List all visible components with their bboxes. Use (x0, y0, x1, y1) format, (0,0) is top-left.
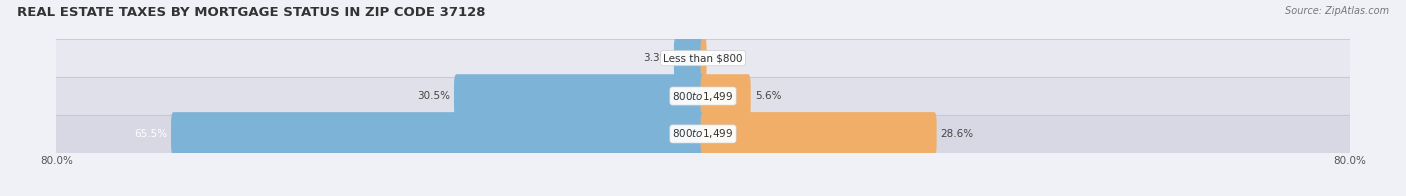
Text: Source: ZipAtlas.com: Source: ZipAtlas.com (1285, 6, 1389, 16)
Text: 28.6%: 28.6% (941, 129, 974, 139)
Text: $800 to $1,499: $800 to $1,499 (672, 127, 734, 140)
Bar (56, 115, 1350, 153)
Text: 0.14%: 0.14% (710, 53, 744, 63)
Text: $800 to $1,499: $800 to $1,499 (672, 90, 734, 103)
Text: 3.3%: 3.3% (644, 53, 669, 63)
FancyBboxPatch shape (700, 74, 751, 118)
FancyBboxPatch shape (700, 36, 707, 80)
Text: 65.5%: 65.5% (134, 129, 167, 139)
Text: 30.5%: 30.5% (418, 91, 450, 101)
FancyBboxPatch shape (172, 112, 706, 156)
FancyBboxPatch shape (700, 112, 936, 156)
Text: 5.6%: 5.6% (755, 91, 782, 101)
Bar (56, 39, 1350, 77)
FancyBboxPatch shape (673, 36, 706, 80)
Bar (56, 77, 1350, 115)
FancyBboxPatch shape (454, 74, 706, 118)
Text: Less than $800: Less than $800 (664, 53, 742, 63)
Text: REAL ESTATE TAXES BY MORTGAGE STATUS IN ZIP CODE 37128: REAL ESTATE TAXES BY MORTGAGE STATUS IN … (17, 6, 485, 19)
